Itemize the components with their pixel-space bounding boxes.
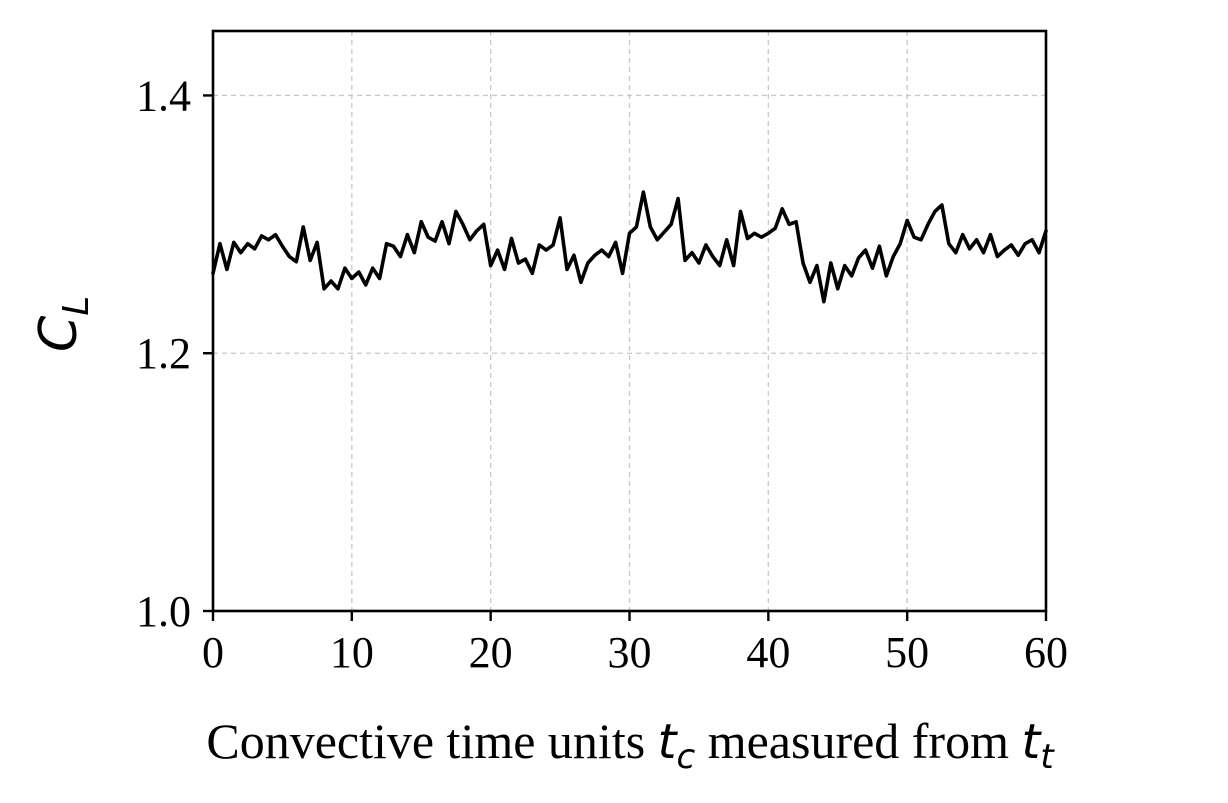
series-layer — [211, 190, 1048, 304]
x-tick-label: 20 — [469, 628, 513, 677]
axis-ticks: 0 10 20 30 40 50 60 1.0 1.2 1.4 — [136, 71, 1068, 677]
y-tick-label: 1.0 — [136, 587, 191, 636]
x-tick-label: 60 — [1024, 628, 1068, 677]
y-tick-label: 1.2 — [136, 329, 191, 378]
x-tick-label: 10 — [330, 628, 374, 677]
x-tick-label: 40 — [746, 628, 790, 677]
x-tick-label: 50 — [885, 628, 929, 677]
x-axis-label: Convective time units tc measured from t… — [206, 713, 1055, 777]
grid-lines — [213, 31, 1046, 611]
y-tick-label: 1.4 — [136, 71, 191, 120]
x-tick-label: 0 — [202, 628, 224, 677]
x-tick-label: 30 — [608, 628, 652, 677]
y-axis-label: CL — [29, 296, 97, 352]
series-line-cl — [211, 190, 1048, 304]
